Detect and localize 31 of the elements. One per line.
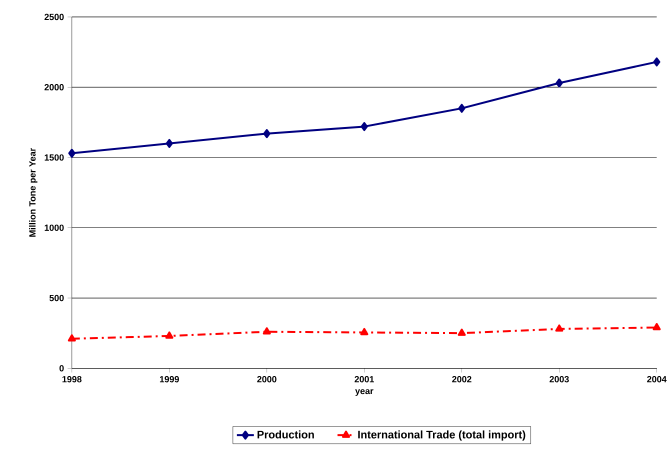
- y-tick-label: 1500: [44, 154, 64, 161]
- point: [166, 138, 173, 148]
- point: [68, 334, 76, 342]
- point: [263, 129, 270, 138]
- legend-label: International Trade (total import): [358, 430, 526, 441]
- y-tick-label: 0: [59, 365, 64, 372]
- y-tick-label: 500: [49, 294, 64, 302]
- x-tick-label: 2000: [257, 376, 276, 382]
- x-tick-label: 2004: [647, 376, 667, 382]
- point: [360, 328, 368, 336]
- y-tick-label: 2500: [44, 14, 64, 20]
- x-tick-label: 2002: [452, 376, 472, 382]
- point: [556, 78, 563, 88]
- point: [458, 104, 466, 113]
- point: [262, 327, 271, 334]
- x-tick-label: 2003: [550, 376, 569, 382]
- y-tick-label: 2000: [44, 84, 64, 90]
- x-tick-label: 1998: [62, 376, 82, 382]
- point: [360, 122, 368, 132]
- x-axis-title: year: [355, 389, 374, 396]
- point: [653, 57, 660, 66]
- legend-label: Production: [258, 430, 314, 438]
- x-tick-label: 2001: [354, 376, 374, 382]
- point: [652, 322, 661, 330]
- point: [165, 331, 174, 339]
- y-axis-title: Million Tone per Year: [29, 148, 38, 237]
- point: [555, 324, 564, 332]
- y-tick-label: 1000: [44, 224, 64, 231]
- x-tick-label: 1999: [160, 376, 179, 382]
- point: [68, 148, 76, 158]
- point: [458, 328, 466, 336]
